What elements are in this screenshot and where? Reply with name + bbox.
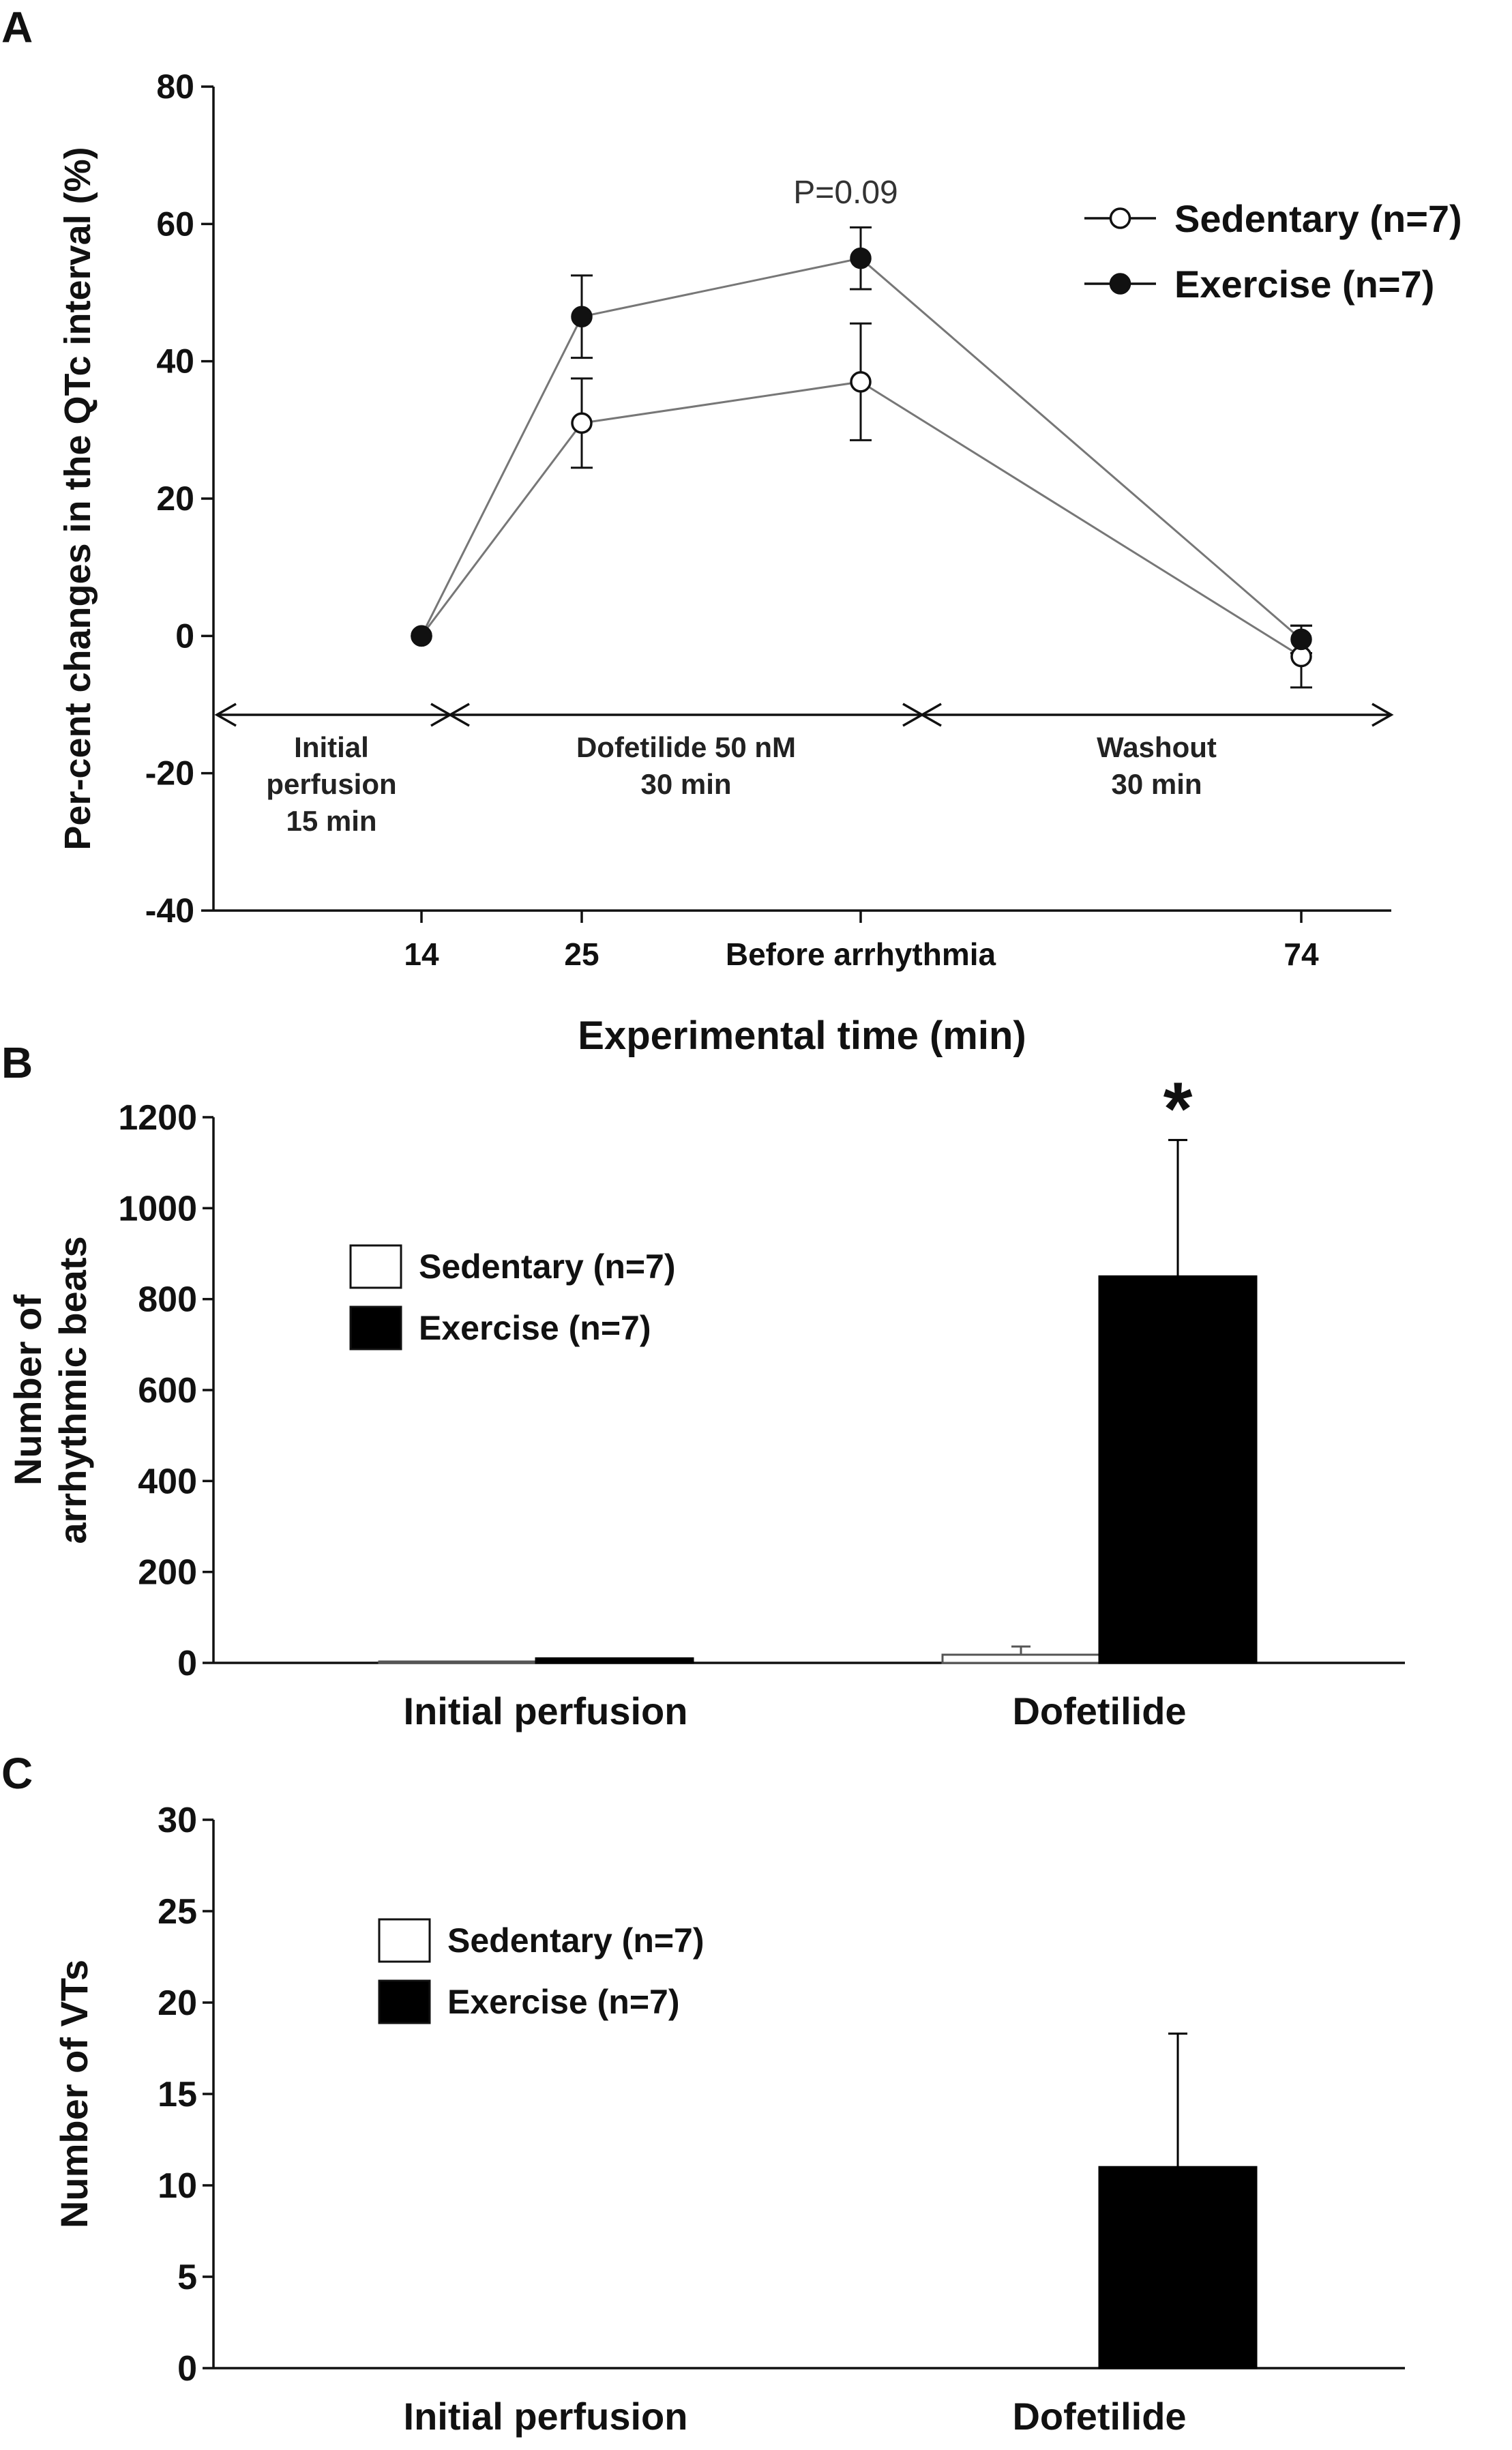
panel-a: A 80 60 40 20 0 -20 -40 14 25 Before arrhythmia 74 P… bbox=[1, 3, 1462, 1058]
phase-arrow-head-right bbox=[1372, 703, 1394, 727]
data-point bbox=[411, 625, 432, 647]
y-tick-label: -40 bbox=[145, 891, 194, 930]
x-tick-label: 25 bbox=[564, 936, 599, 972]
y-tick-label: 0 bbox=[175, 617, 194, 655]
y-tick-label: 600 bbox=[138, 1371, 197, 1411]
data-point bbox=[850, 247, 872, 269]
series-line bbox=[420, 257, 1302, 640]
y-tick-label: 0 bbox=[177, 2349, 197, 2389]
phase-arrow-head-left bbox=[447, 703, 470, 727]
y-tick-label: 60 bbox=[156, 205, 194, 243]
y-tick-label: 1200 bbox=[118, 1098, 197, 1138]
y-tick-label: -20 bbox=[145, 754, 194, 793]
bar bbox=[941, 1653, 1101, 1664]
series-line bbox=[420, 381, 1302, 658]
phase-label-line2: 30 min bbox=[640, 768, 731, 800]
x-tick-label: Before arrhythmia bbox=[726, 936, 996, 972]
phase-label-line2: perfusion bbox=[266, 768, 396, 800]
y-tick-label: 200 bbox=[138, 1553, 197, 1593]
y-tick-label: 0 bbox=[177, 1644, 197, 1683]
phase-label-line3: 15 min bbox=[286, 805, 376, 837]
y-axis-title-line2: arrhythmic beats bbox=[51, 1236, 94, 1544]
legend-label: Sedentary (n=7) bbox=[419, 1248, 676, 1286]
x-tick-label: 74 bbox=[1284, 936, 1319, 972]
y-tick-label: 20 bbox=[156, 479, 194, 518]
y-axis-title: Per-cent changes in the QTc interval (%) bbox=[57, 147, 98, 850]
y-tick-label: 80 bbox=[156, 68, 194, 106]
y-tick-label: 10 bbox=[158, 2166, 197, 2206]
data-point bbox=[571, 412, 593, 434]
legend-marker bbox=[1109, 273, 1131, 295]
x-axis-title: Experimental time (min) bbox=[578, 1014, 1026, 1058]
legend-swatch bbox=[378, 1979, 431, 2024]
phase-arrow-head-left bbox=[214, 703, 237, 727]
y-tick-label: 40 bbox=[156, 342, 194, 381]
significance-marker: * bbox=[1163, 1067, 1193, 1151]
panel-b: B 1200 1000 800 600 400 200 0 Number of arrhythmi… bbox=[1, 1038, 1405, 1732]
phase-label-line1: Initial bbox=[294, 731, 369, 763]
y-tick-label: 20 bbox=[158, 1983, 197, 2023]
y-tick-label: 800 bbox=[138, 1280, 197, 1320]
legend-label: Exercise (n=7) bbox=[419, 1309, 651, 1347]
panel-letter: B bbox=[1, 1038, 33, 1087]
legend-label: Sedentary (n=7) bbox=[1174, 197, 1462, 240]
legend-label: Sedentary (n=7) bbox=[447, 1921, 705, 1960]
x-tick-label: 14 bbox=[404, 936, 439, 972]
y-tick-label: 400 bbox=[138, 1462, 197, 1501]
y-tick-label: 5 bbox=[177, 2258, 197, 2297]
x-category-label: Initial perfusion bbox=[404, 1689, 688, 1732]
phase-label-line2: 30 min bbox=[1111, 768, 1202, 800]
phase-label-line1: Washout bbox=[1097, 731, 1217, 763]
y-tick-label: 25 bbox=[158, 1892, 197, 1932]
legend-swatch bbox=[349, 1244, 402, 1289]
bar bbox=[1098, 2166, 1258, 2370]
x-category-label: Dofetilide bbox=[1012, 2395, 1186, 2438]
x-category-label: Dofetilide bbox=[1012, 1689, 1186, 1732]
phase-arrow-head-left bbox=[919, 703, 942, 727]
data-point bbox=[850, 371, 872, 393]
legend-label: Exercise (n=7) bbox=[447, 1983, 679, 2021]
legend-marker bbox=[1109, 207, 1131, 229]
legend-swatch bbox=[349, 1305, 402, 1351]
legend-label: Exercise (n=7) bbox=[1174, 263, 1434, 306]
bar bbox=[535, 1657, 694, 1664]
legend-swatch bbox=[378, 1918, 431, 1963]
panel-letter: C bbox=[1, 1749, 33, 1798]
annotation-p-value: P=0.09 bbox=[793, 175, 898, 211]
y-axis-title-line1: Number of bbox=[6, 1295, 49, 1486]
x-category-label: Initial perfusion bbox=[404, 2395, 688, 2438]
panel-letter-a: A bbox=[1, 3, 33, 52]
data-point bbox=[571, 306, 593, 327]
y-axis-title: Number of VTs bbox=[53, 1960, 95, 2228]
y-tick-label: 1000 bbox=[118, 1189, 197, 1228]
bar bbox=[378, 1660, 537, 1664]
data-point bbox=[1290, 628, 1312, 651]
y-tick-label: 15 bbox=[158, 2075, 197, 2114]
y-tick-label: 30 bbox=[158, 1801, 197, 1840]
bar bbox=[1098, 1275, 1258, 1664]
phase-label-line1: Dofetilide 50 nM bbox=[576, 731, 796, 763]
panel-c: C 30 25 20 15 10 5 0 Number of VTs Initial perfus… bbox=[1, 1749, 1405, 2438]
